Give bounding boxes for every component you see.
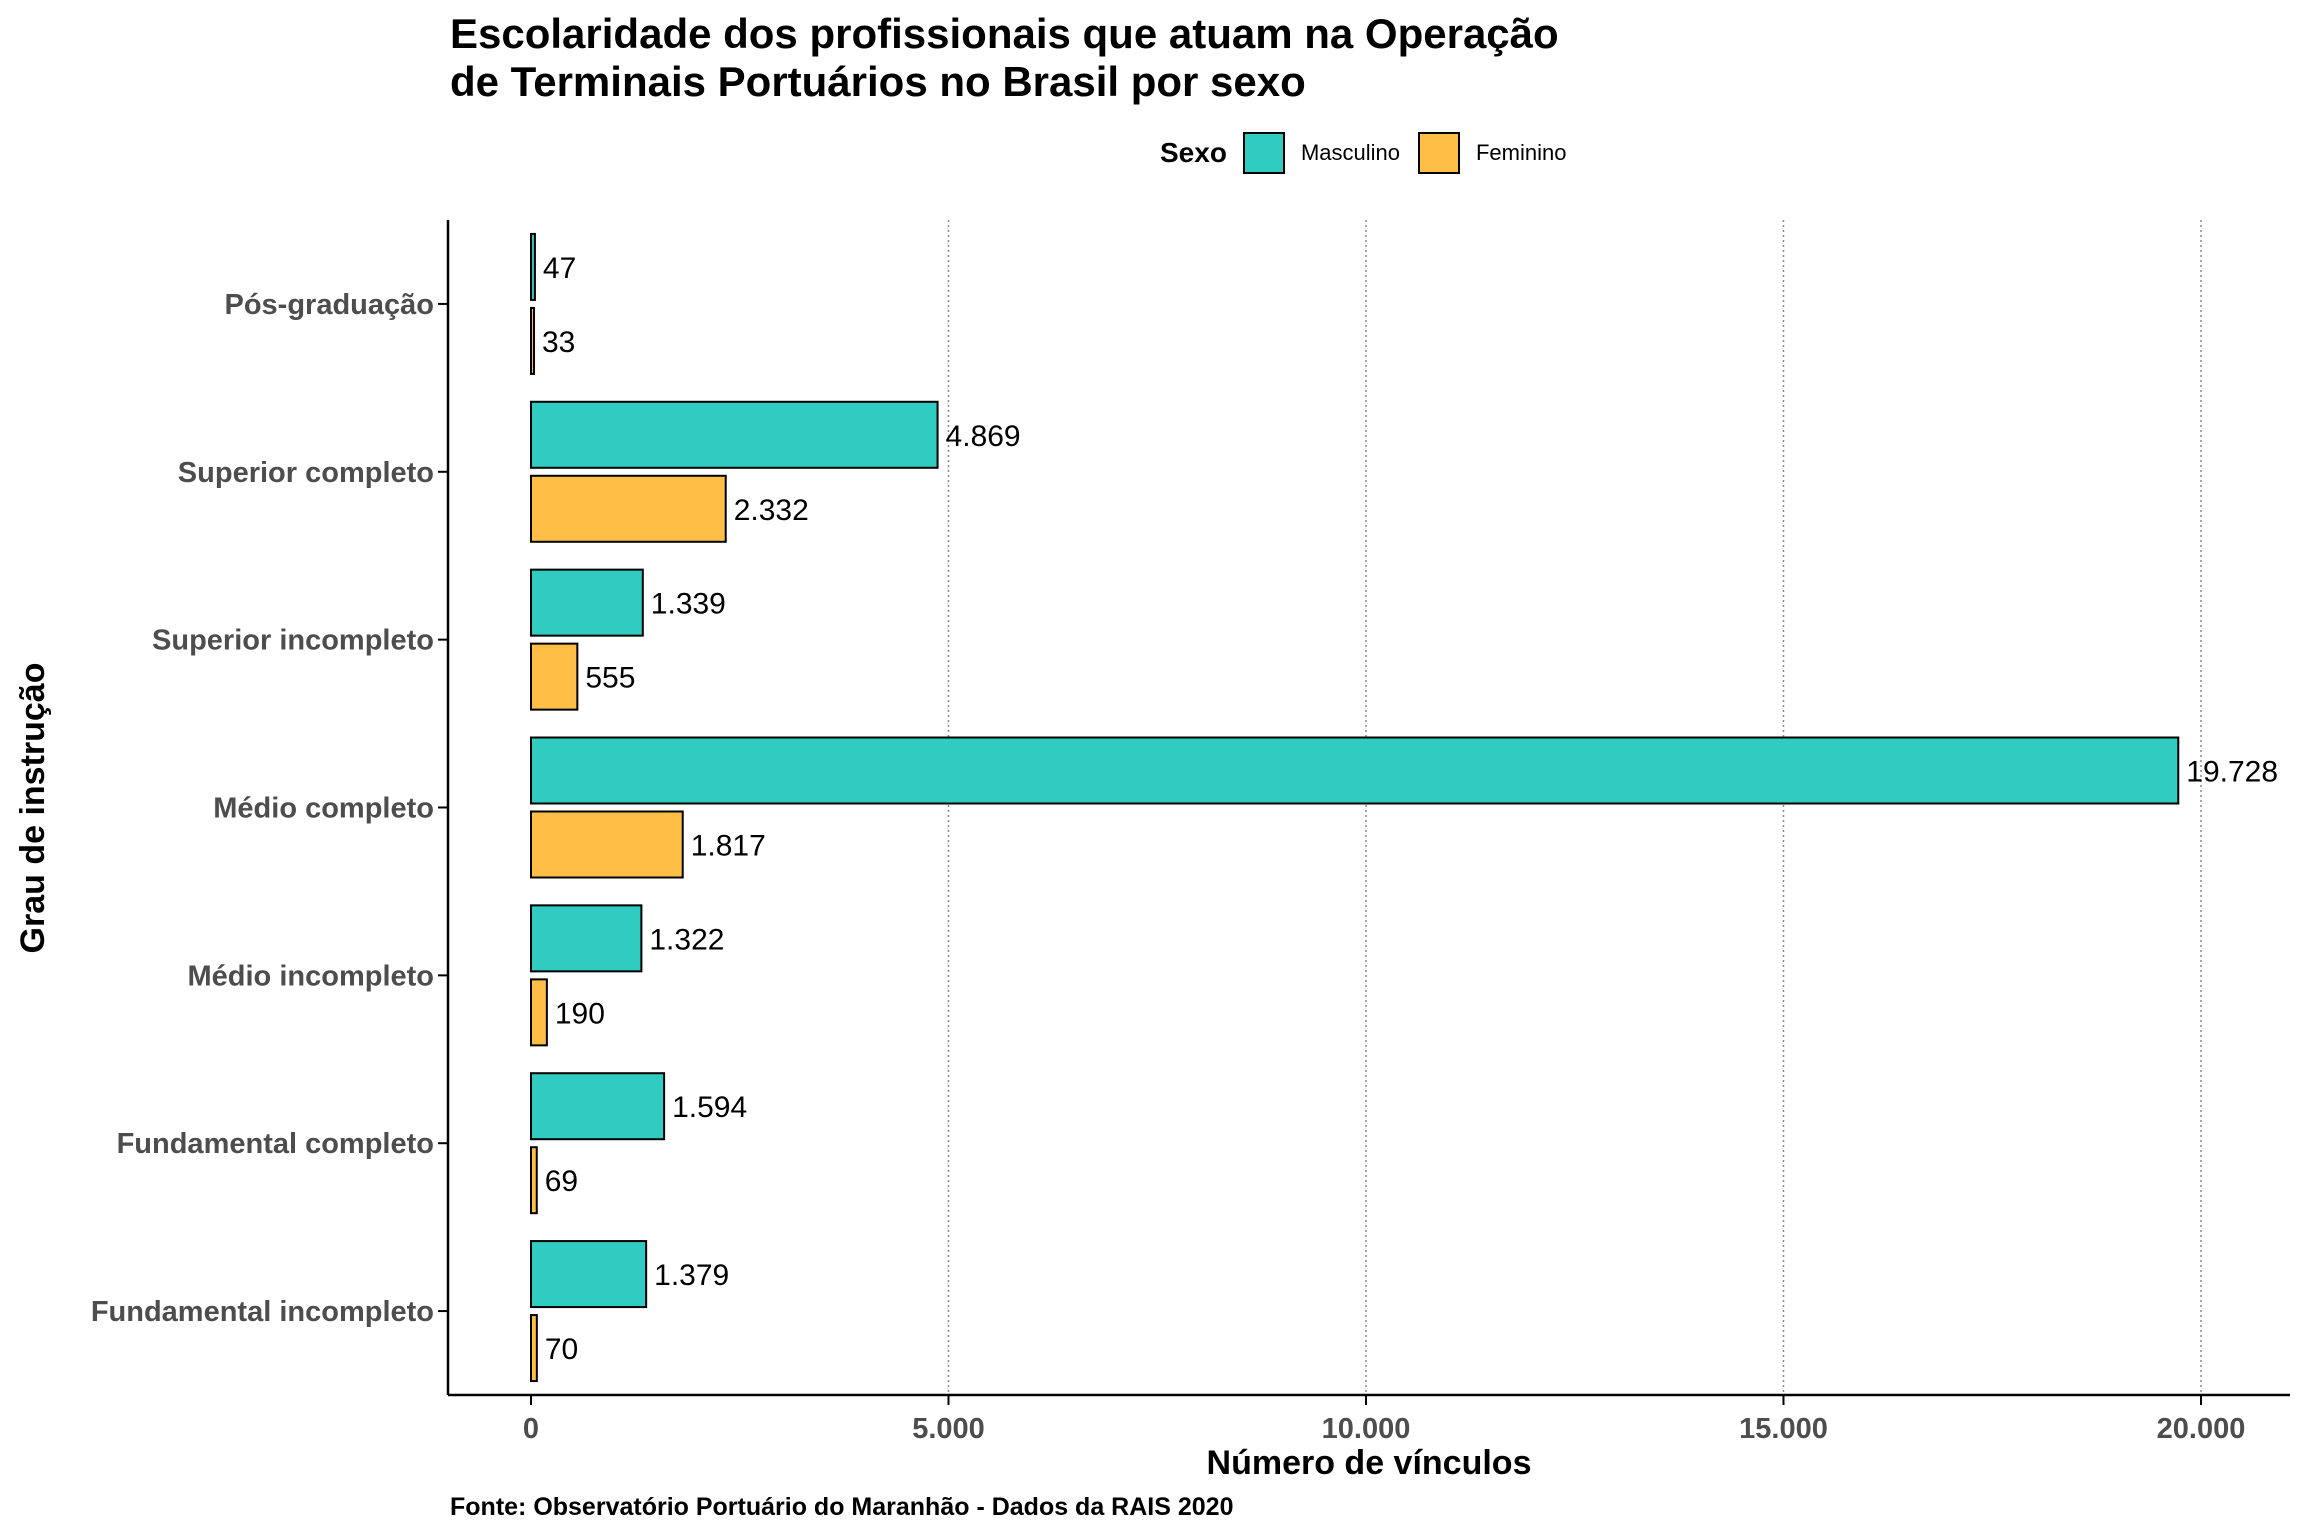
x-tick-label-4: 20.000 <box>2157 1413 2246 1445</box>
bar-feminino-3 <box>530 810 684 879</box>
x-tick-label-1: 5.000 <box>912 1413 985 1445</box>
bar-masculino-6 <box>530 1240 648 1309</box>
data-label-feminino-4: 190 <box>555 997 605 1030</box>
bar-feminino-4 <box>530 978 548 1047</box>
data-label-masculino-3: 19.728 <box>2186 756 2278 789</box>
data-labels: 47 33 4.869 2.332 1.339 555 19.728 1.817 1.322 19… <box>542 252 2278 1366</box>
y-tick-label-6: Fundamental incompleto <box>91 1296 434 1328</box>
axes <box>446 220 2290 1397</box>
x-tick-label-0: 0 <box>523 1413 539 1445</box>
legend-key-masculino <box>1242 132 1285 174</box>
source-caption: Fonte: Observatório Portuário do Maranhã… <box>450 1493 1234 1521</box>
y-tick-label-4: Médio incompleto <box>188 960 435 992</box>
ticks: 0 5.000 10.000 15.000 20.000 Pós-graduação Sup… <box>91 289 2246 1445</box>
data-label-masculino-2: 1.339 <box>651 588 726 621</box>
legend-key-feminino <box>1417 132 1460 174</box>
bar-feminino-0 <box>530 306 535 375</box>
data-label-masculino-0: 47 <box>543 252 576 285</box>
y-tick-label-3: Médio completo <box>213 793 434 825</box>
x-tick-label-2: 10.000 <box>1322 1413 1411 1445</box>
bar-feminino-6 <box>530 1314 538 1383</box>
bar-feminino-2 <box>530 642 579 711</box>
legend: Sexo Masculino Feminino <box>1160 130 1584 176</box>
legend-item-masculino: Masculino <box>1242 132 1400 174</box>
bar-masculino-4 <box>530 904 643 973</box>
data-label-masculino-4: 1.322 <box>649 923 724 956</box>
data-label-feminino-6: 70 <box>545 1333 578 1366</box>
y-tick-label-5: Fundamental completo <box>117 1128 434 1160</box>
bar-masculino-1 <box>530 400 939 469</box>
bar-feminino-5 <box>530 1146 538 1215</box>
legend-title: Sexo <box>1160 137 1227 168</box>
legend-label-masculino: Masculino <box>1300 140 1400 165</box>
y-tick-label-0: Pós-graduação <box>225 289 435 321</box>
bar-masculino-5 <box>530 1072 666 1141</box>
y-tick-label-1: Superior completo <box>178 457 434 489</box>
data-label-feminino-0: 33 <box>542 326 575 359</box>
bar-feminino-1 <box>530 474 727 543</box>
chart-title: Escolaridade dos profissionais que atuam… <box>450 10 1559 105</box>
y-axis-title: Grau de instrução <box>14 663 52 954</box>
legend-item-feminino: Feminino <box>1417 132 1567 174</box>
gridlines <box>947 220 2202 1395</box>
x-axis-title: Número de vínculos <box>1207 1444 1532 1482</box>
bar-masculino-2 <box>530 568 644 637</box>
data-label-feminino-2: 555 <box>585 662 635 695</box>
y-tick-label-2: Superior incompleto <box>152 625 434 657</box>
data-label-masculino-5: 1.594 <box>672 1091 747 1124</box>
data-label-feminino-3: 1.817 <box>691 830 766 863</box>
data-label-masculino-6: 1.379 <box>654 1259 729 1292</box>
x-tick-label-3: 15.000 <box>1739 1413 1828 1445</box>
data-label-feminino-5: 69 <box>545 1165 578 1198</box>
data-label-feminino-1: 2.332 <box>734 494 809 527</box>
data-label-masculino-1: 4.869 <box>946 420 1021 453</box>
legend-label-feminino: Feminino <box>1475 140 1567 165</box>
bars <box>530 232 2180 1383</box>
bar-masculino-0 <box>530 232 536 301</box>
bar-masculino-3 <box>530 736 2180 805</box>
